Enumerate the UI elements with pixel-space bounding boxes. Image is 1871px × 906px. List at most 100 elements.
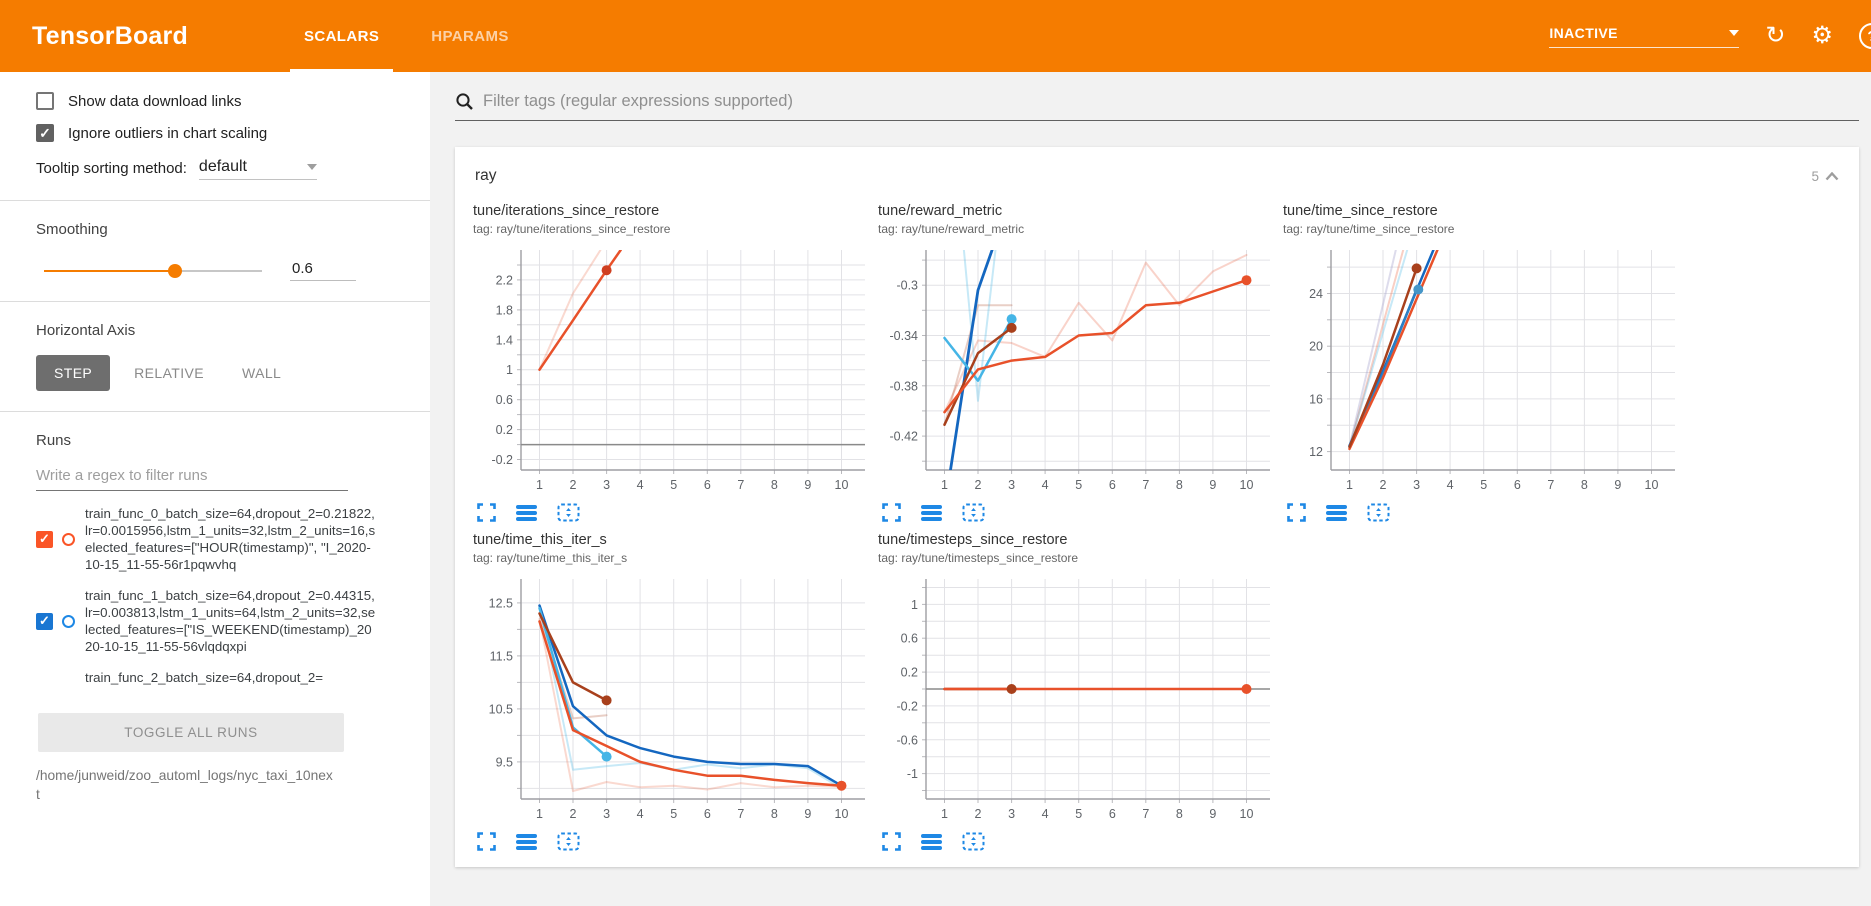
axis-step-button[interactable]: STEP — [36, 355, 111, 391]
run-checkbox-icon[interactable]: ✓ — [36, 530, 53, 548]
svg-text:0.6: 0.6 — [901, 632, 918, 646]
smoothing-label: Smoothing — [36, 221, 108, 238]
help-icon[interactable]: ? — [1859, 23, 1871, 49]
tag-filter-input[interactable] — [483, 92, 1859, 111]
axis-wall-button[interactable]: WALL — [242, 365, 282, 381]
expand-chart-icon[interactable] — [882, 832, 901, 851]
checkbox-checked-icon[interactable]: ✓ — [36, 124, 54, 142]
slider-thumb[interactable] — [167, 263, 182, 278]
svg-text:12: 12 — [1309, 445, 1323, 459]
runs-selector-icon[interactable] — [921, 504, 942, 521]
svg-text:10: 10 — [1240, 478, 1254, 492]
svg-text:9: 9 — [1209, 807, 1216, 821]
show-download-links-row[interactable]: Show data download links — [36, 92, 400, 110]
run-row-train-func-1[interactable]: ✓ train_func_1_batch_size=64,dropout_2=0… — [36, 577, 400, 659]
settings-gear-icon[interactable]: ⚙ — [1811, 22, 1833, 49]
svg-text:6: 6 — [1109, 478, 1116, 492]
smoothing-slider[interactable] — [44, 263, 262, 278]
toggle-all-runs-button[interactable]: TOGGLE ALL RUNS — [38, 713, 344, 752]
line-chart[interactable]: 9.5 10.5 11.5 12.5 1 2 3 4 5 6 7 8 9 10 — [473, 573, 877, 825]
svg-text:8: 8 — [1176, 478, 1183, 492]
runs-selector-icon[interactable] — [516, 504, 537, 521]
run-checkbox-icon[interactable]: ✓ — [36, 612, 53, 630]
app-title: TensorBoard — [32, 21, 188, 50]
tag-group-collapse[interactable]: 5 — [1811, 169, 1839, 184]
run-radio-icon[interactable] — [62, 532, 75, 546]
fit-domain-icon[interactable] — [962, 832, 985, 851]
svg-text:4: 4 — [637, 478, 644, 492]
svg-text:3: 3 — [1008, 478, 1015, 492]
chevron-up-icon — [1825, 171, 1839, 180]
svg-text:5: 5 — [670, 807, 677, 821]
run-name: train_func_1_batch_size=64,dropout_2=0.4… — [85, 588, 376, 655]
svg-text:16: 16 — [1309, 392, 1323, 406]
line-chart[interactable]: -0.3 -0.34 -0.38 -0.42 1 2 3 4 5 6 7 8 9 10 — [878, 244, 1282, 496]
svg-text:5: 5 — [670, 478, 677, 492]
expand-chart-icon[interactable] — [1287, 503, 1306, 522]
tooltip-sorting-select[interactable]: default — [198, 158, 317, 180]
runs-selector-icon[interactable] — [516, 833, 537, 850]
svg-text:9: 9 — [1614, 478, 1621, 492]
svg-text:1: 1 — [941, 478, 948, 492]
svg-text:6: 6 — [704, 807, 711, 821]
chart-card: tune/iterations_since_restore tag: ray/t… — [473, 203, 878, 526]
axis-relative-button[interactable]: RELATIVE — [134, 365, 205, 381]
svg-text:4: 4 — [1447, 478, 1454, 492]
fit-domain-icon[interactable] — [557, 503, 580, 522]
svg-text:6: 6 — [1514, 478, 1521, 492]
status-value: INACTIVE — [1549, 24, 1618, 41]
fit-domain-icon[interactable] — [962, 503, 985, 522]
svg-text:9: 9 — [1209, 478, 1216, 492]
svg-text:9: 9 — [804, 807, 811, 821]
svg-text:6: 6 — [1109, 807, 1116, 821]
chart-card: tune/time_this_iter_s tag: ray/tune/time… — [473, 532, 878, 855]
tab-hparams[interactable]: HPARAMS — [431, 27, 509, 45]
run-row-train-func-2[interactable]: train_func_2_batch_size=64,dropout_2= — [36, 659, 400, 690]
svg-text:5: 5 — [1480, 478, 1487, 492]
svg-text:-0.2: -0.2 — [491, 453, 513, 467]
chevron-down-icon — [1729, 29, 1740, 36]
run-row-train-func-0[interactable]: ✓ train_func_0_batch_size=64,dropout_2=0… — [36, 495, 400, 577]
runs-section: Runs ✓ train_func_0_batch_size=64,dropou… — [0, 411, 430, 825]
svg-text:10: 10 — [1645, 478, 1659, 492]
svg-text:5: 5 — [1075, 807, 1082, 821]
ignore-outliers-label: Ignore outliers in chart scaling — [68, 124, 268, 142]
svg-text:2: 2 — [975, 807, 982, 821]
svg-text:-0.42: -0.42 — [890, 430, 919, 444]
chart-title: tune/reward_metric — [878, 203, 1003, 219]
svg-text:4: 4 — [1042, 478, 1049, 492]
runs-filter-input[interactable] — [36, 463, 348, 491]
status-select[interactable]: INACTIVE — [1549, 24, 1740, 48]
checkbox-unchecked-icon[interactable] — [36, 92, 54, 110]
nav-tabs: SCALARS HPARAMS — [278, 0, 535, 72]
sidebar: Show data download links ✓ Ignore outlie… — [0, 72, 430, 906]
ignore-outliers-row[interactable]: ✓ Ignore outliers in chart scaling — [36, 124, 400, 142]
runs-selector-icon[interactable] — [921, 833, 942, 850]
fit-domain-icon[interactable] — [557, 832, 580, 851]
tab-scalars[interactable]: SCALARS — [278, 0, 405, 72]
expand-chart-icon[interactable] — [477, 503, 496, 522]
chart-tag: tag: ray/tune/timesteps_since_restore — [878, 551, 1079, 565]
run-name: train_func_2_batch_size=64,dropout_2= — [85, 670, 324, 686]
svg-text:2.2: 2.2 — [496, 273, 513, 287]
fit-domain-icon[interactable] — [1367, 503, 1390, 522]
svg-text:2: 2 — [570, 478, 577, 492]
runs-selector-icon[interactable] — [1326, 504, 1347, 521]
smoothing-value[interactable]: 0.6 — [290, 260, 356, 281]
run-radio-icon[interactable] — [62, 614, 75, 628]
smoothing-section: Smoothing 0.6 — [0, 200, 430, 301]
reload-icon[interactable]: ↻ — [1765, 22, 1786, 49]
chart-title: tune/timesteps_since_restore — [878, 532, 1068, 548]
chart-tag: tag: ray/tune/iterations_since_restore — [473, 222, 671, 236]
svg-text:24: 24 — [1309, 287, 1323, 301]
horizontal-axis-label: Horizontal Axis — [36, 322, 136, 339]
svg-text:7: 7 — [737, 478, 744, 492]
line-chart[interactable]: -0.2 0.2 0.6 1 1.4 1.8 2.2 1 2 3 4 5 6 7 8 9 10 — [473, 244, 877, 496]
run-name: train_func_0_batch_size=64,dropout_2=0.2… — [85, 506, 376, 573]
chart-card: tune/timesteps_since_restore tag: ray/tu… — [878, 532, 1283, 855]
show-download-links-label: Show data download links — [68, 92, 242, 110]
expand-chart-icon[interactable] — [882, 503, 901, 522]
expand-chart-icon[interactable] — [477, 832, 496, 851]
line-chart[interactable]: 1 0.6 0.2 -0.2 -0.6 -1 1 2 3 4 5 6 7 8 9 10 — [878, 573, 1282, 825]
